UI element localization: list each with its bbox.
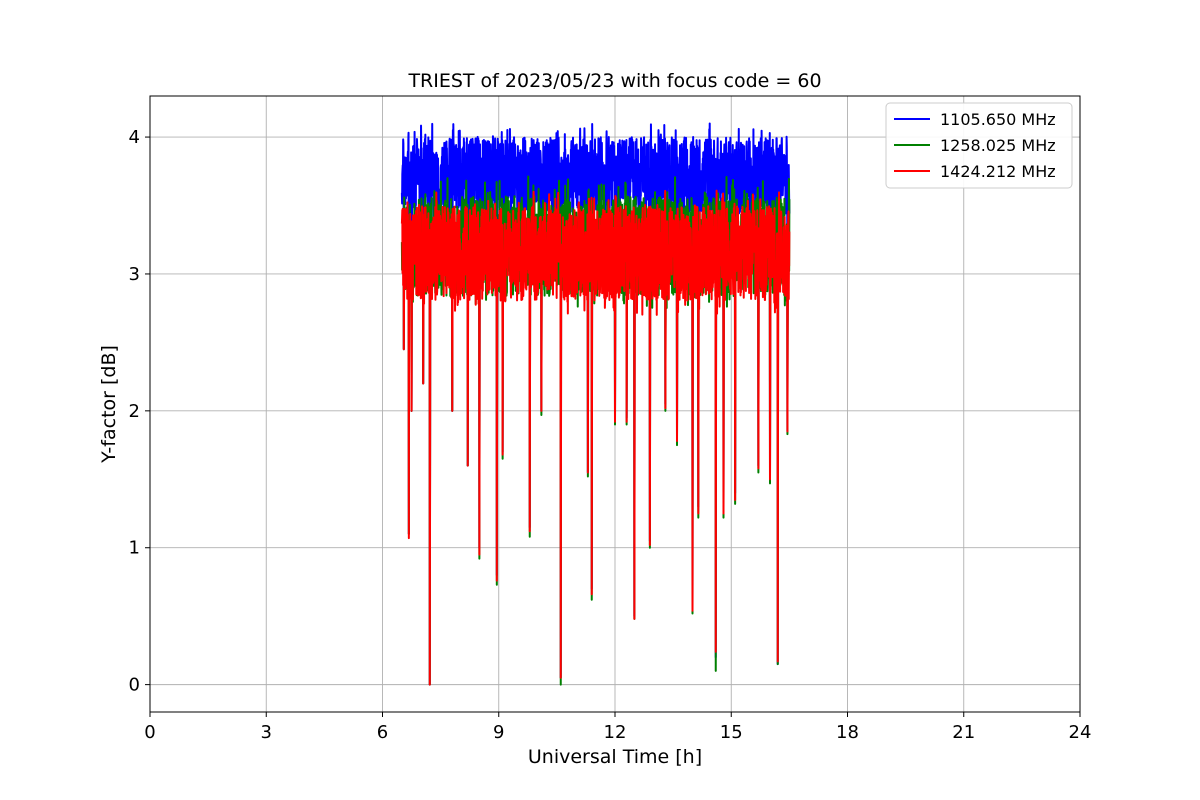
y-tick-label: 4 [129,127,140,148]
legend-label: 1424.212 MHz [940,162,1056,181]
legend-label: 1105.650 MHz [940,110,1056,129]
chart-title: TRIEST of 2023/05/23 with focus code = 6… [407,70,821,92]
x-tick-label: 3 [261,722,272,743]
x-tick-label: 15 [720,722,743,743]
legend: 1105.650 MHz 1258.025 MHz 1424.212 MHz [885,102,1073,189]
y-tick-label: 0 [129,675,140,696]
x-tick-label: 9 [493,722,504,743]
y-tick-label: 1 [129,538,140,559]
x-tick-label: 18 [836,722,859,743]
plot-area [400,122,791,686]
legend-box [885,102,1073,189]
x-tick-label: 24 [1069,722,1092,743]
x-axis-label: Universal Time [h] [528,746,702,768]
x-tick-label: 12 [604,722,627,743]
series-line [400,189,791,686]
y-axis-label: Y-factor [dB] [98,345,120,464]
x-tick-label: 21 [952,722,975,743]
x-tick-label: 0 [144,722,155,743]
y-tick-label: 3 [129,264,140,285]
x-tick-label: 6 [377,722,388,743]
y-tick-label: 2 [129,401,140,422]
legend-label: 1258.025 MHz [940,136,1056,155]
